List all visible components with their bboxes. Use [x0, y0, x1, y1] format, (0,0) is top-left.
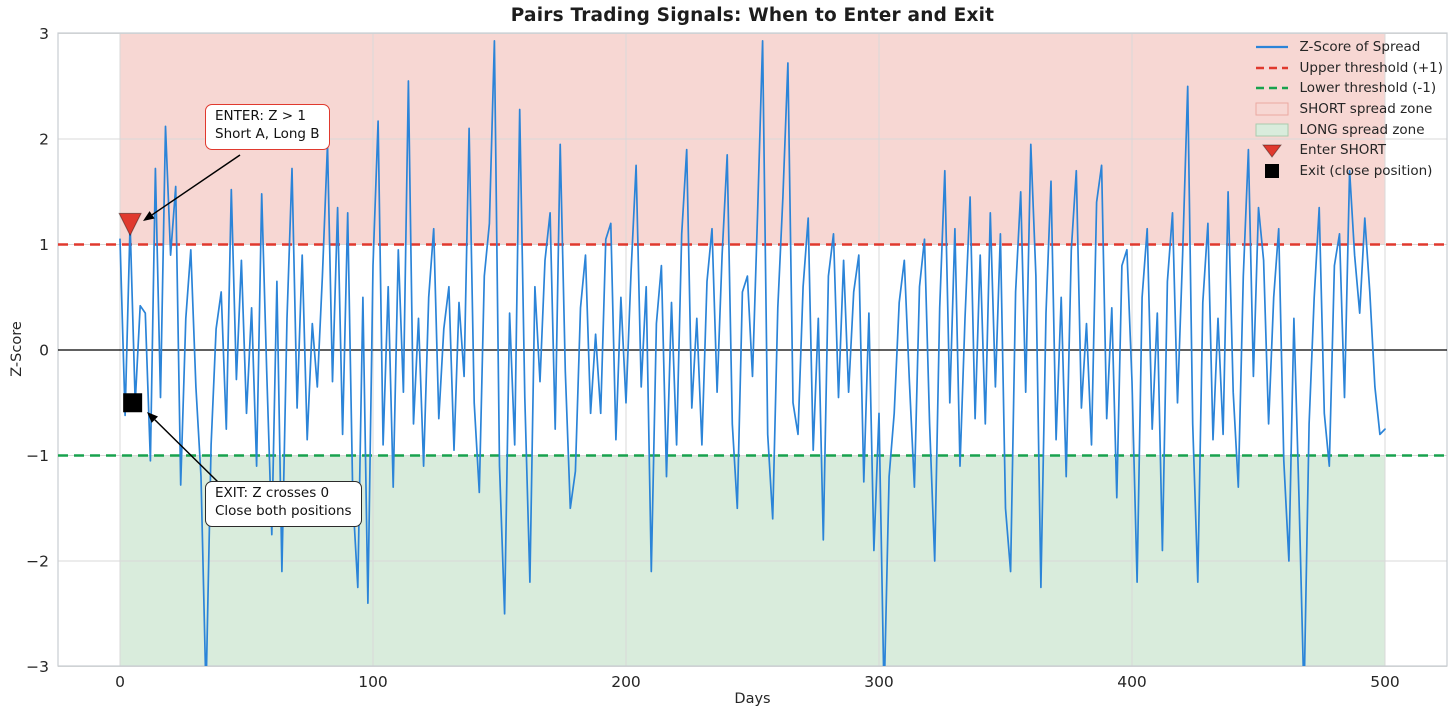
legend-entry-label: SHORT spread zone: [1299, 101, 1433, 118]
line-dashed-legend-icon: [1255, 66, 1288, 70]
legend-entry: LONG spread zone: [1254, 119, 1443, 140]
y-tick-label: −2: [26, 553, 49, 571]
enter-annotation-arrow: [151, 154, 241, 216]
x-tick-label: 0: [115, 673, 125, 691]
x-tick-label: 500: [1370, 673, 1400, 691]
marker-triangle-down-legend-icon: [1261, 144, 1282, 159]
legend-entry-label: Lower threshold (-1): [1299, 80, 1437, 97]
y-axis-label: Z-Score: [9, 321, 25, 377]
patch-legend-icon: [1255, 123, 1289, 137]
x-tick-label: 400: [1117, 673, 1147, 691]
legend: Z-Score of Spread Upper threshold (+1) Low…: [1254, 37, 1443, 181]
enter-short-marker: [118, 212, 142, 237]
x-axis-label: Days: [734, 691, 771, 707]
enter-annotation-arrow-head: [143, 211, 155, 221]
chart-title: Pairs Trading Signals: When to Enter and…: [510, 5, 995, 26]
line-dashed-legend-icon: [1255, 87, 1288, 90]
exit-annotation-arrow-head: [147, 412, 158, 423]
legend-entry-label: LONG spread zone: [1299, 121, 1425, 138]
y-tick-label: 2: [39, 131, 49, 149]
marker-square-legend-icon: [1264, 163, 1279, 178]
exit-annotation-arrow: [154, 419, 219, 483]
legend-entry-label: Enter SHORT: [1299, 142, 1387, 159]
annotation-enter-signal: ENTER: Z > 1 Short A, Long B: [205, 104, 330, 150]
legend-entry: Exit (close position): [1254, 161, 1443, 182]
x-tick-label: 300: [864, 673, 894, 691]
y-tick-label: −3: [26, 658, 49, 676]
annotation-exit-signal: EXIT: Z crosses 0 Close both positions: [205, 481, 362, 527]
line-solid-legend-icon: [1255, 46, 1288, 49]
legend-entry: Enter SHORT: [1254, 140, 1443, 161]
zscore-line: [119, 40, 1386, 666]
patch-legend-icon: [1255, 102, 1289, 116]
legend-entry: Lower threshold (-1): [1254, 78, 1443, 99]
legend-entry-label: Upper threshold (+1): [1299, 59, 1443, 76]
y-tick-label: 1: [39, 236, 49, 254]
legend-entry: Upper threshold (+1): [1254, 58, 1443, 79]
x-tick-label: 100: [358, 673, 388, 691]
legend-entry-label: Z-Score of Spread: [1299, 39, 1421, 56]
x-tick-label: 200: [611, 673, 641, 691]
legend-entry-label: Exit (close position): [1299, 162, 1433, 179]
y-tick-label: 3: [39, 25, 49, 43]
y-tick-label: −1: [26, 447, 49, 465]
legend-entry: SHORT spread zone: [1254, 99, 1443, 120]
legend-entry: Z-Score of Spread: [1254, 37, 1443, 58]
exit-marker: [123, 393, 143, 413]
y-tick-label: 0: [39, 342, 49, 360]
